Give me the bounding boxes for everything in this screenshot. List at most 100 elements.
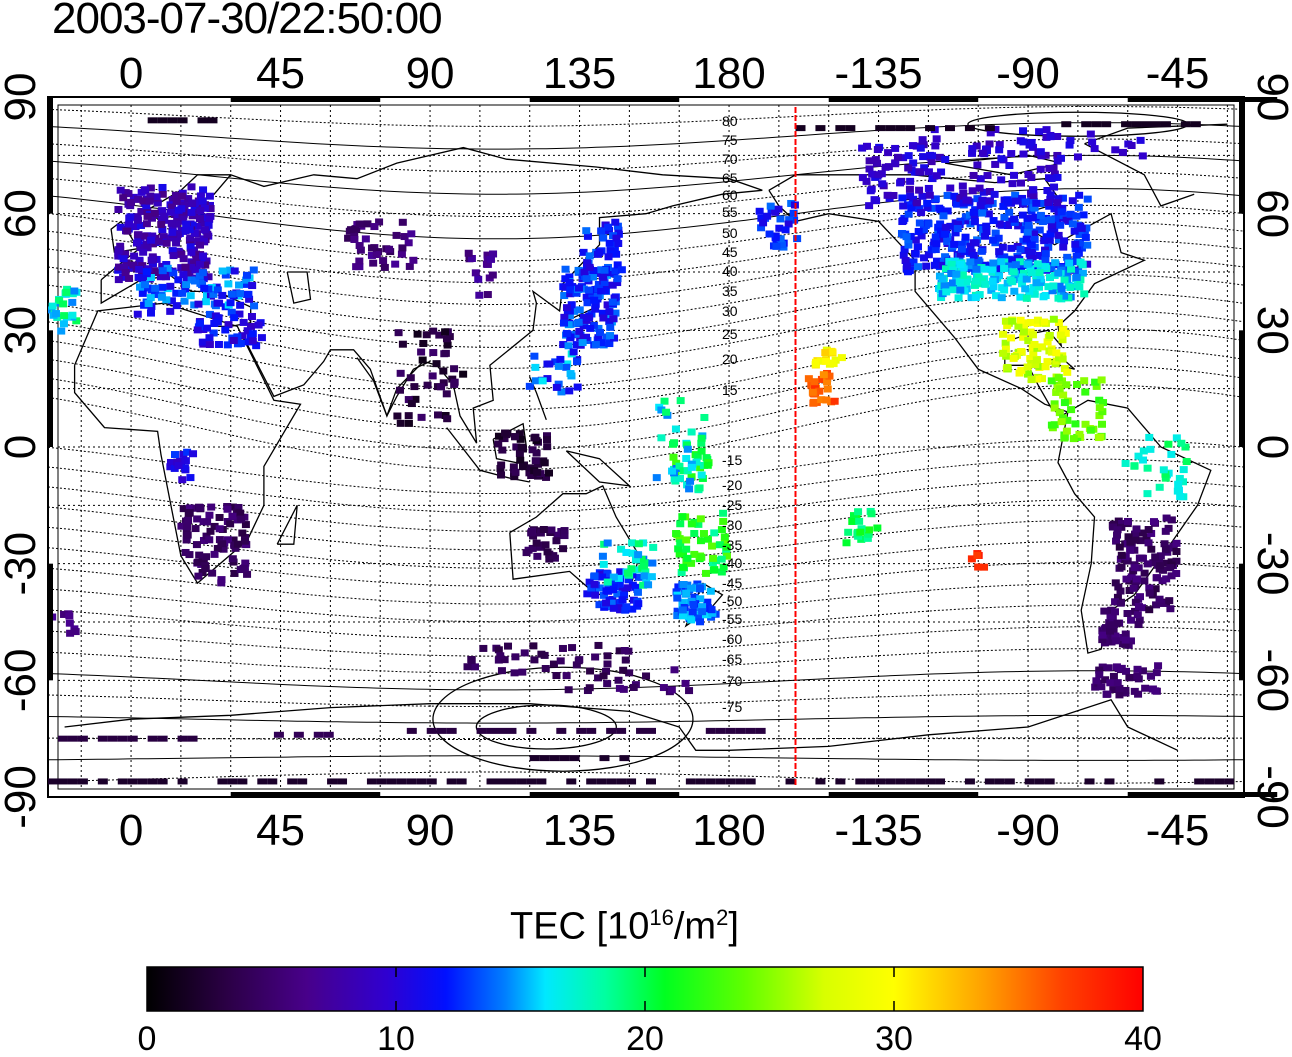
tec-cell — [1160, 540, 1169, 548]
tec-cell — [413, 330, 422, 338]
tec-cell — [1114, 583, 1123, 591]
tec-cell — [1098, 631, 1107, 639]
tec-cell — [195, 551, 204, 559]
tec-cell — [1050, 400, 1059, 408]
tec-cell — [1041, 363, 1050, 371]
tec-cell — [1053, 199, 1062, 207]
tec-cell — [1042, 126, 1051, 134]
tec-cell — [432, 360, 441, 368]
tec-cell — [966, 242, 975, 250]
tec-cell — [1007, 244, 1016, 252]
tec-cell — [439, 367, 448, 375]
tec-cell — [506, 727, 517, 734]
tec-cell — [766, 202, 775, 210]
tec-cell — [1111, 579, 1120, 587]
tec-cell — [678, 606, 687, 614]
tec-cell — [439, 379, 448, 387]
tec-cell — [1091, 378, 1100, 386]
tec-cell — [868, 170, 877, 178]
tec-cell — [1010, 287, 1019, 295]
tec-cell — [776, 215, 785, 223]
tec-cell — [693, 452, 702, 460]
tec-cell — [1053, 133, 1062, 141]
tec-cell — [185, 509, 194, 517]
tec-cell — [209, 329, 218, 337]
lat-tick-label-right: -30 — [1248, 532, 1292, 596]
tec-cell — [1147, 545, 1156, 553]
tec-cell — [949, 286, 958, 294]
tec-cell — [675, 462, 684, 470]
tec-cell — [467, 656, 476, 664]
tec-cell — [906, 192, 915, 200]
tec-cell — [197, 117, 208, 124]
tec-cell — [1023, 214, 1032, 222]
tec-cell — [586, 667, 595, 675]
tec-cell — [999, 202, 1008, 210]
tec-cell — [614, 676, 623, 684]
tec-cell — [582, 227, 591, 235]
tec-cell — [441, 349, 450, 357]
tec-cell — [960, 287, 969, 295]
tec-cell — [759, 219, 768, 227]
tec-cell — [233, 540, 242, 548]
tec-cell — [117, 735, 128, 742]
frame-tick-bottom — [230, 792, 381, 797]
tec-cell — [418, 356, 427, 364]
tec-cell — [355, 242, 364, 250]
tec-cell — [1036, 275, 1045, 283]
tec-cell — [1005, 217, 1014, 225]
tec-cell — [935, 153, 944, 161]
tec-cell — [905, 125, 916, 132]
tec-cell — [622, 603, 631, 611]
tec-cell — [585, 252, 594, 260]
tec-cell — [906, 232, 915, 240]
tec-cell — [913, 199, 922, 207]
frame-ticks — [48, 97, 1278, 797]
tec-cell — [116, 186, 125, 194]
tec-cell — [204, 221, 213, 229]
tec-cell — [239, 318, 248, 326]
tec-cell — [564, 686, 573, 694]
tec-cell — [904, 152, 913, 160]
lat-tick-label-right: 0 — [1248, 435, 1292, 459]
tec-cell — [644, 581, 653, 589]
tec-cell — [1154, 662, 1163, 670]
tec-cell — [552, 672, 561, 680]
tec-cell — [1145, 589, 1154, 597]
tec-cell — [1031, 361, 1040, 369]
tec-cell — [1101, 121, 1112, 128]
tec-cell — [689, 600, 698, 608]
colorbar-title-exp1: 16 — [649, 905, 674, 930]
tec-cell — [1036, 165, 1045, 173]
tec-cell — [865, 165, 874, 173]
tec-cell — [184, 516, 193, 524]
tec-cell — [1019, 150, 1028, 158]
tec-cell — [583, 590, 592, 598]
tec-cell — [510, 669, 519, 677]
tec-cell — [974, 563, 983, 571]
tec-cell — [988, 266, 997, 274]
tec-cell — [205, 334, 214, 342]
tec-cell — [969, 208, 978, 216]
tec-cell — [350, 235, 359, 243]
lat-tick-label-left: -90 — [0, 765, 45, 829]
tec-cell — [1121, 636, 1130, 644]
magnetic-contour — [48, 384, 1244, 471]
tec-cell — [602, 599, 611, 607]
tec-cell — [1075, 191, 1084, 199]
tec-cell — [114, 247, 123, 255]
contour-label: -15 — [722, 452, 742, 468]
tec-cell — [634, 573, 643, 581]
tec-cell — [657, 434, 666, 442]
lon-tick-label-top: 90 — [406, 49, 455, 98]
tec-cell — [436, 727, 447, 734]
tec-cell — [610, 246, 619, 254]
tec-cell — [776, 235, 785, 243]
tec-cell — [411, 395, 420, 403]
tec-cell — [1075, 430, 1084, 438]
contour-label: 75 — [722, 132, 738, 148]
contour-label: -40 — [722, 555, 742, 571]
tec-cell — [835, 125, 846, 132]
tec-cell — [442, 335, 451, 343]
tec-cell — [588, 273, 597, 281]
